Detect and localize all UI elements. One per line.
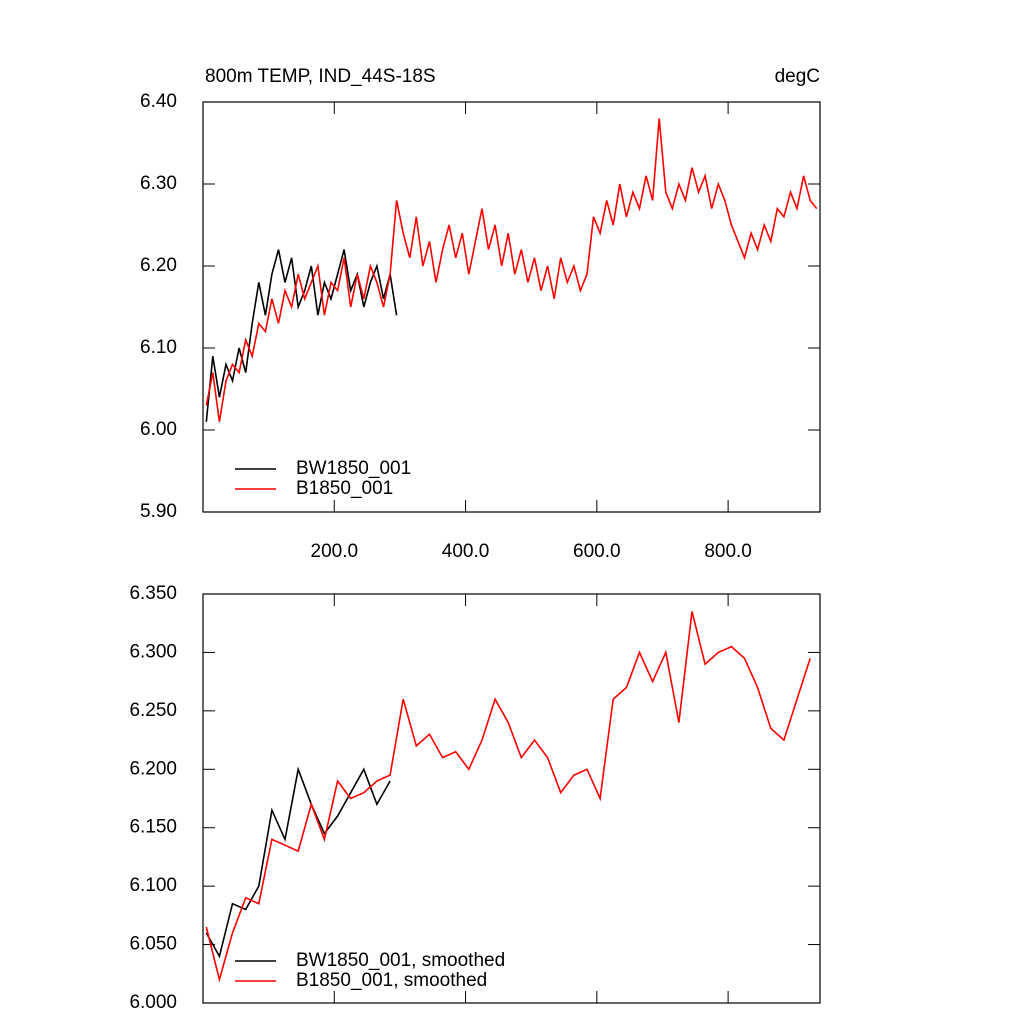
legend-label: B1850_001, smoothed	[296, 970, 487, 991]
y-tick-label: 6.00	[140, 419, 177, 440]
x-tick-label: 600.0	[573, 541, 621, 562]
plot-frame	[202, 101, 821, 513]
y-tick-label: 6.350	[129, 583, 177, 604]
units-label: degC	[775, 66, 820, 87]
y-tick-label: 6.050	[129, 934, 177, 955]
data-line	[205, 249, 398, 422]
x-tick-label: 800.0	[704, 541, 752, 562]
y-tick-label: 6.10	[140, 337, 177, 358]
chart-title: 800m TEMP, IND_44S-18S	[205, 66, 436, 87]
y-tick-label: 6.150	[129, 817, 177, 838]
legend-label: B1850_001	[296, 478, 393, 499]
y-tick-label: 6.250	[129, 700, 177, 721]
y-tick-label: 6.000	[129, 992, 177, 1013]
y-tick-label: 6.100	[129, 875, 177, 896]
data-line	[205, 611, 811, 983]
y-tick-label: 6.40	[140, 91, 177, 112]
y-tick-label: 6.20	[140, 255, 177, 276]
y-tick-label: 6.200	[129, 758, 177, 779]
legend-label: BW1850_001, smoothed	[296, 950, 505, 971]
x-tick-label: 400.0	[442, 541, 490, 562]
data-line	[205, 766, 391, 959]
y-tick-label: 6.300	[129, 641, 177, 662]
plot-frame	[202, 593, 821, 1004]
x-tick-label: 200.0	[311, 541, 359, 562]
legend-label: BW1850_001	[296, 458, 411, 479]
data-line	[205, 118, 818, 422]
y-tick-label: 5.90	[140, 501, 177, 522]
y-tick-label: 6.30	[140, 173, 177, 194]
